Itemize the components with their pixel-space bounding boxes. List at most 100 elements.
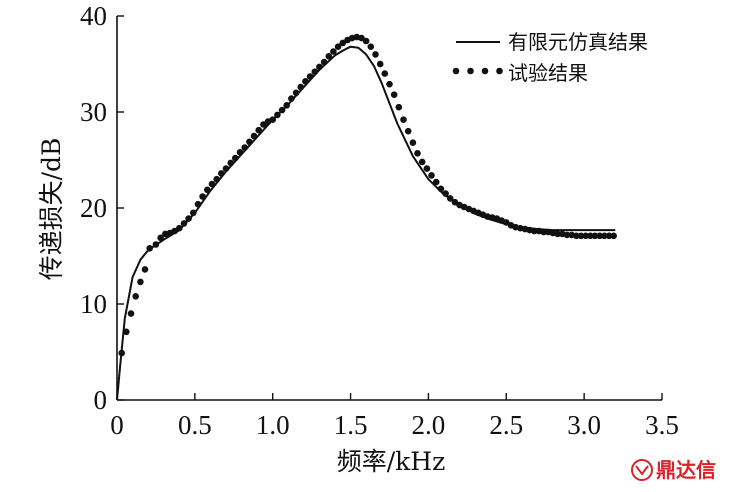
data-point-experiment: [141, 266, 149, 273]
data-point-experiment: [292, 89, 300, 97]
data-point-experiment: [367, 43, 375, 50]
x-tick-label: 0: [110, 410, 124, 440]
data-point-experiment: [194, 200, 202, 208]
data-point-experiment: [446, 195, 454, 202]
data-point-experiment: [418, 158, 426, 166]
data-point-experiment: [255, 126, 262, 134]
legend-dot: [452, 67, 460, 75]
x-tick-label: 1.0: [256, 410, 290, 440]
data-point-experiment: [152, 241, 160, 248]
data-point-experiment: [302, 78, 309, 85]
data-point-experiment: [283, 102, 291, 109]
data-point-experiment: [297, 83, 305, 91]
series-layer: [116, 33, 617, 401]
data-point-experiment: [278, 106, 286, 114]
data-point-experiment: [605, 232, 613, 240]
data-point-experiment: [123, 328, 130, 336]
data-point-experiment: [442, 190, 449, 197]
data-point-experiment: [414, 150, 421, 157]
y-tick-label: 0: [94, 385, 108, 415]
legend-label-simulation: 有限元仿真结果: [508, 30, 648, 54]
data-point-experiment: [320, 58, 328, 66]
legend-dot: [467, 67, 474, 75]
legend: 有限元仿真结果 试验结果: [452, 30, 648, 85]
x-axis-title: 频率/kHz: [337, 447, 446, 476]
data-point-experiment: [127, 310, 135, 317]
data-point-experiment: [241, 144, 248, 151]
data-point-experiment: [540, 228, 547, 236]
data-point-experiment: [288, 95, 295, 102]
data-point-experiment: [601, 232, 608, 240]
series-line-simulation: [116, 45, 616, 401]
data-point-experiment: [587, 232, 594, 240]
data-point-experiment: [573, 232, 580, 240]
y-axis-title: 传递损失/dB: [37, 138, 66, 281]
data-point-experiment: [437, 185, 445, 193]
data-point-experiment: [409, 139, 417, 146]
data-point-experiment: [325, 53, 333, 60]
watermark-icon-mark: [635, 465, 649, 476]
data-point-experiment: [390, 91, 398, 98]
data-point-experiment: [274, 111, 281, 119]
data-point-experiment: [246, 138, 253, 146]
data-point-experiment: [227, 159, 234, 167]
data-point-experiment: [563, 231, 571, 239]
x-tick-label: 0.5: [178, 410, 212, 440]
x-tick-label: 2.0: [412, 410, 446, 440]
x-tick-label: 2.5: [489, 410, 523, 440]
data-point-experiment: [306, 73, 314, 80]
x-tick-label: 3.5: [645, 410, 679, 440]
legend-dot: [481, 67, 489, 75]
data-point-experiment: [176, 224, 183, 232]
data-point-experiment: [185, 215, 192, 222]
data-point-experiment: [423, 165, 431, 172]
watermark-text: 鼎达信: [656, 458, 716, 482]
y-tick-label: 30: [80, 97, 107, 127]
watermark-icon: [631, 459, 653, 481]
data-point-experiment: [531, 227, 538, 235]
data-point-experiment: [208, 180, 216, 188]
data-point-experiment: [591, 232, 599, 240]
data-point-experiment: [146, 245, 153, 252]
data-point-experiment: [232, 154, 239, 162]
data-point-experiment: [190, 209, 197, 217]
legend-dots-sample: [452, 67, 503, 75]
data-point-experiment: [376, 60, 384, 68]
data-point-experiment: [180, 220, 188, 227]
data-point-experiment: [372, 51, 379, 58]
data-point-experiment: [137, 278, 144, 286]
data-point-experiment: [132, 293, 139, 300]
data-point-experiment: [432, 178, 440, 186]
data-point-experiment: [395, 103, 403, 111]
y-tick-label: 20: [80, 193, 107, 223]
data-point-experiment: [213, 175, 220, 183]
data-point-experiment: [218, 170, 225, 177]
legend-dot: [496, 67, 503, 75]
data-point-experiment: [250, 132, 258, 140]
data-point-experiment: [610, 232, 617, 240]
legend-label-experiment: 试验结果: [508, 61, 588, 85]
data-point-experiment: [269, 116, 277, 123]
data-point-experiment: [118, 349, 125, 357]
data-point-experiment: [236, 149, 244, 156]
data-point-experiment: [330, 48, 337, 55]
axes: 0 0.5 1.0 1.5 2.0 2.5 3.0 3.5 0 10 20 30 40: [80, 1, 679, 440]
data-point-experiment: [386, 80, 393, 88]
data-point-experiment: [404, 127, 412, 135]
data-point-experiment: [554, 230, 561, 238]
data-point-experiment: [362, 37, 370, 45]
x-tick-label: 3.0: [567, 410, 601, 440]
y-tick-label: 40: [80, 1, 107, 31]
data-point-experiment: [157, 234, 164, 242]
data-point-experiment: [316, 63, 323, 71]
data-point-experiment: [400, 116, 407, 123]
watermark-logo: 鼎达信: [631, 458, 716, 482]
data-point-experiment: [577, 232, 585, 240]
data-point-experiment: [428, 172, 435, 179]
x-tick-label: 1.5: [334, 410, 368, 440]
data-point-experiment: [311, 68, 319, 75]
data-point-experiment: [222, 165, 230, 172]
y-tick-label: 10: [80, 289, 107, 319]
data-point-experiment: [199, 193, 206, 200]
